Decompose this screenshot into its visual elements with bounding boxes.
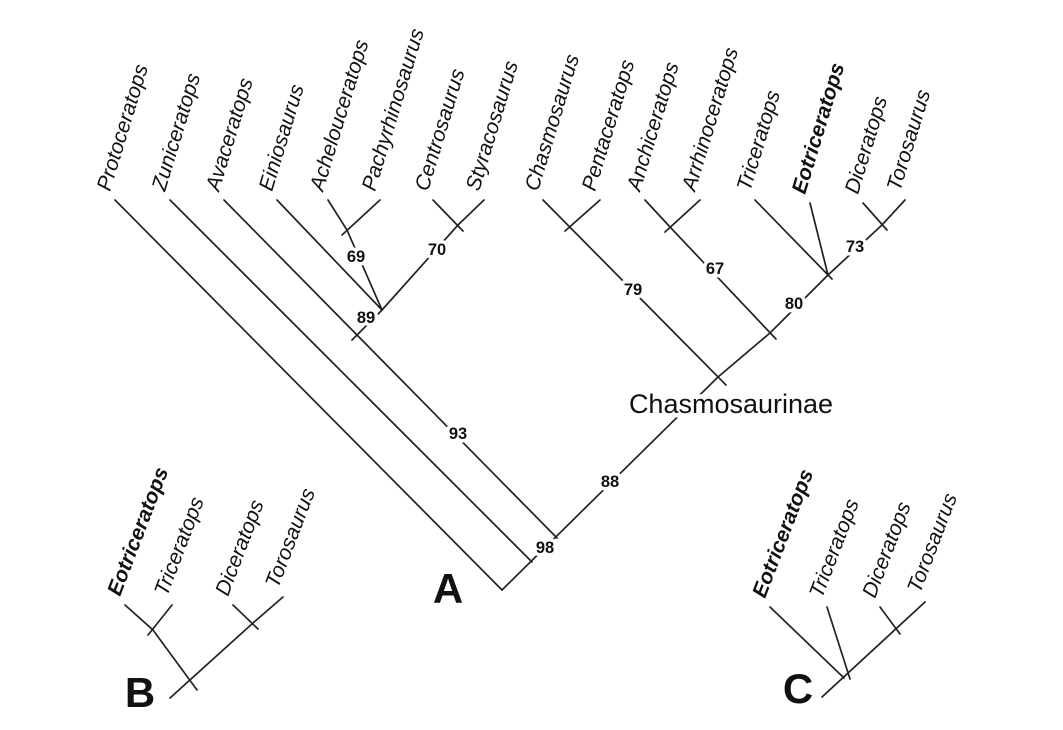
support-value: 70 <box>428 241 446 259</box>
taxon-label-eotriceratops: Eotriceratops <box>788 60 850 196</box>
taxon-label-arrhinoceratops: Arrhinoceratops <box>677 44 743 195</box>
branch-protoceratops <box>114 199 503 591</box>
support-value: 98 <box>536 539 554 557</box>
branch-arrhinoceratops <box>664 199 701 233</box>
branch-eotriceratops <box>809 202 829 276</box>
support-value: 73 <box>846 238 864 256</box>
branch-triceratops <box>826 606 851 680</box>
branch-centrosaurinae-backbone <box>223 199 558 539</box>
support-value: 80 <box>785 295 803 313</box>
panel-letter-b: B <box>125 669 155 716</box>
branch-torosaurus-backbone <box>717 199 906 378</box>
support-value: 79 <box>624 281 642 299</box>
branch-eotriceratops <box>769 606 845 679</box>
taxon-label-triceratops: Triceratops <box>733 87 785 193</box>
branch-torosaurus-backbone <box>169 596 284 699</box>
support-value: 93 <box>449 425 467 443</box>
branch-zuniceratops <box>169 199 533 563</box>
taxon-label-centrosaurus: Centrosaurus <box>411 66 470 194</box>
taxon-label-avaceratops: Avaceratops <box>201 75 258 195</box>
taxon-label-triceratops: Triceratops <box>805 495 864 600</box>
branch-diceratops <box>879 606 901 635</box>
branch-diceratops <box>862 202 888 231</box>
branch-triceratops <box>147 604 173 636</box>
panel-letter-a: A <box>433 565 463 612</box>
taxon-label-diceratops: Diceratops <box>211 496 269 598</box>
branch-torosaurus-backbone <box>821 601 926 698</box>
branch-diceratops <box>232 604 259 630</box>
taxon-label-torosaurus: Torosaurus <box>903 490 962 596</box>
branch-chasmosaurinae-to-root <box>501 376 719 591</box>
branch-centrosaurus <box>432 199 464 232</box>
branch-triceratops <box>754 199 833 280</box>
branch-pentaceratops <box>564 199 601 232</box>
support-value: 88 <box>601 473 619 491</box>
panel-letter-c: C <box>783 665 813 712</box>
taxon-label-chasmosaurus: Chasmosaurus <box>521 51 584 193</box>
support-value: 67 <box>706 260 724 278</box>
support-value: 89 <box>357 309 375 327</box>
taxon-label-einiosaurus: Einiosaurus <box>255 81 309 193</box>
taxon-label-protoceratops: Protoceratops <box>93 61 153 193</box>
branch-pachyrhinosaurus <box>341 199 381 236</box>
branch-chasmosaurus-backbone <box>542 199 727 386</box>
support-value: 69 <box>347 248 365 266</box>
panel-c: EotriceratopsTriceratopsDiceratopsTorosa… <box>748 466 962 712</box>
branch-node89-stem <box>351 309 383 341</box>
panel-a: ProtoceratopsZuniceratopsAvaceratopsEini… <box>93 26 936 612</box>
taxon-label-torosaurus: Torosaurus <box>261 485 320 591</box>
taxon-label-eotriceratops: Eotriceratops <box>748 466 818 601</box>
clade-label-chasmosaurinae: Chasmosaurinae <box>629 389 833 419</box>
taxon-label-styracosaurus: Styracosaurus <box>462 58 523 194</box>
branch-einiosaurus <box>276 199 383 311</box>
taxon-label-zuniceratops: Zuniceratops <box>147 70 205 194</box>
